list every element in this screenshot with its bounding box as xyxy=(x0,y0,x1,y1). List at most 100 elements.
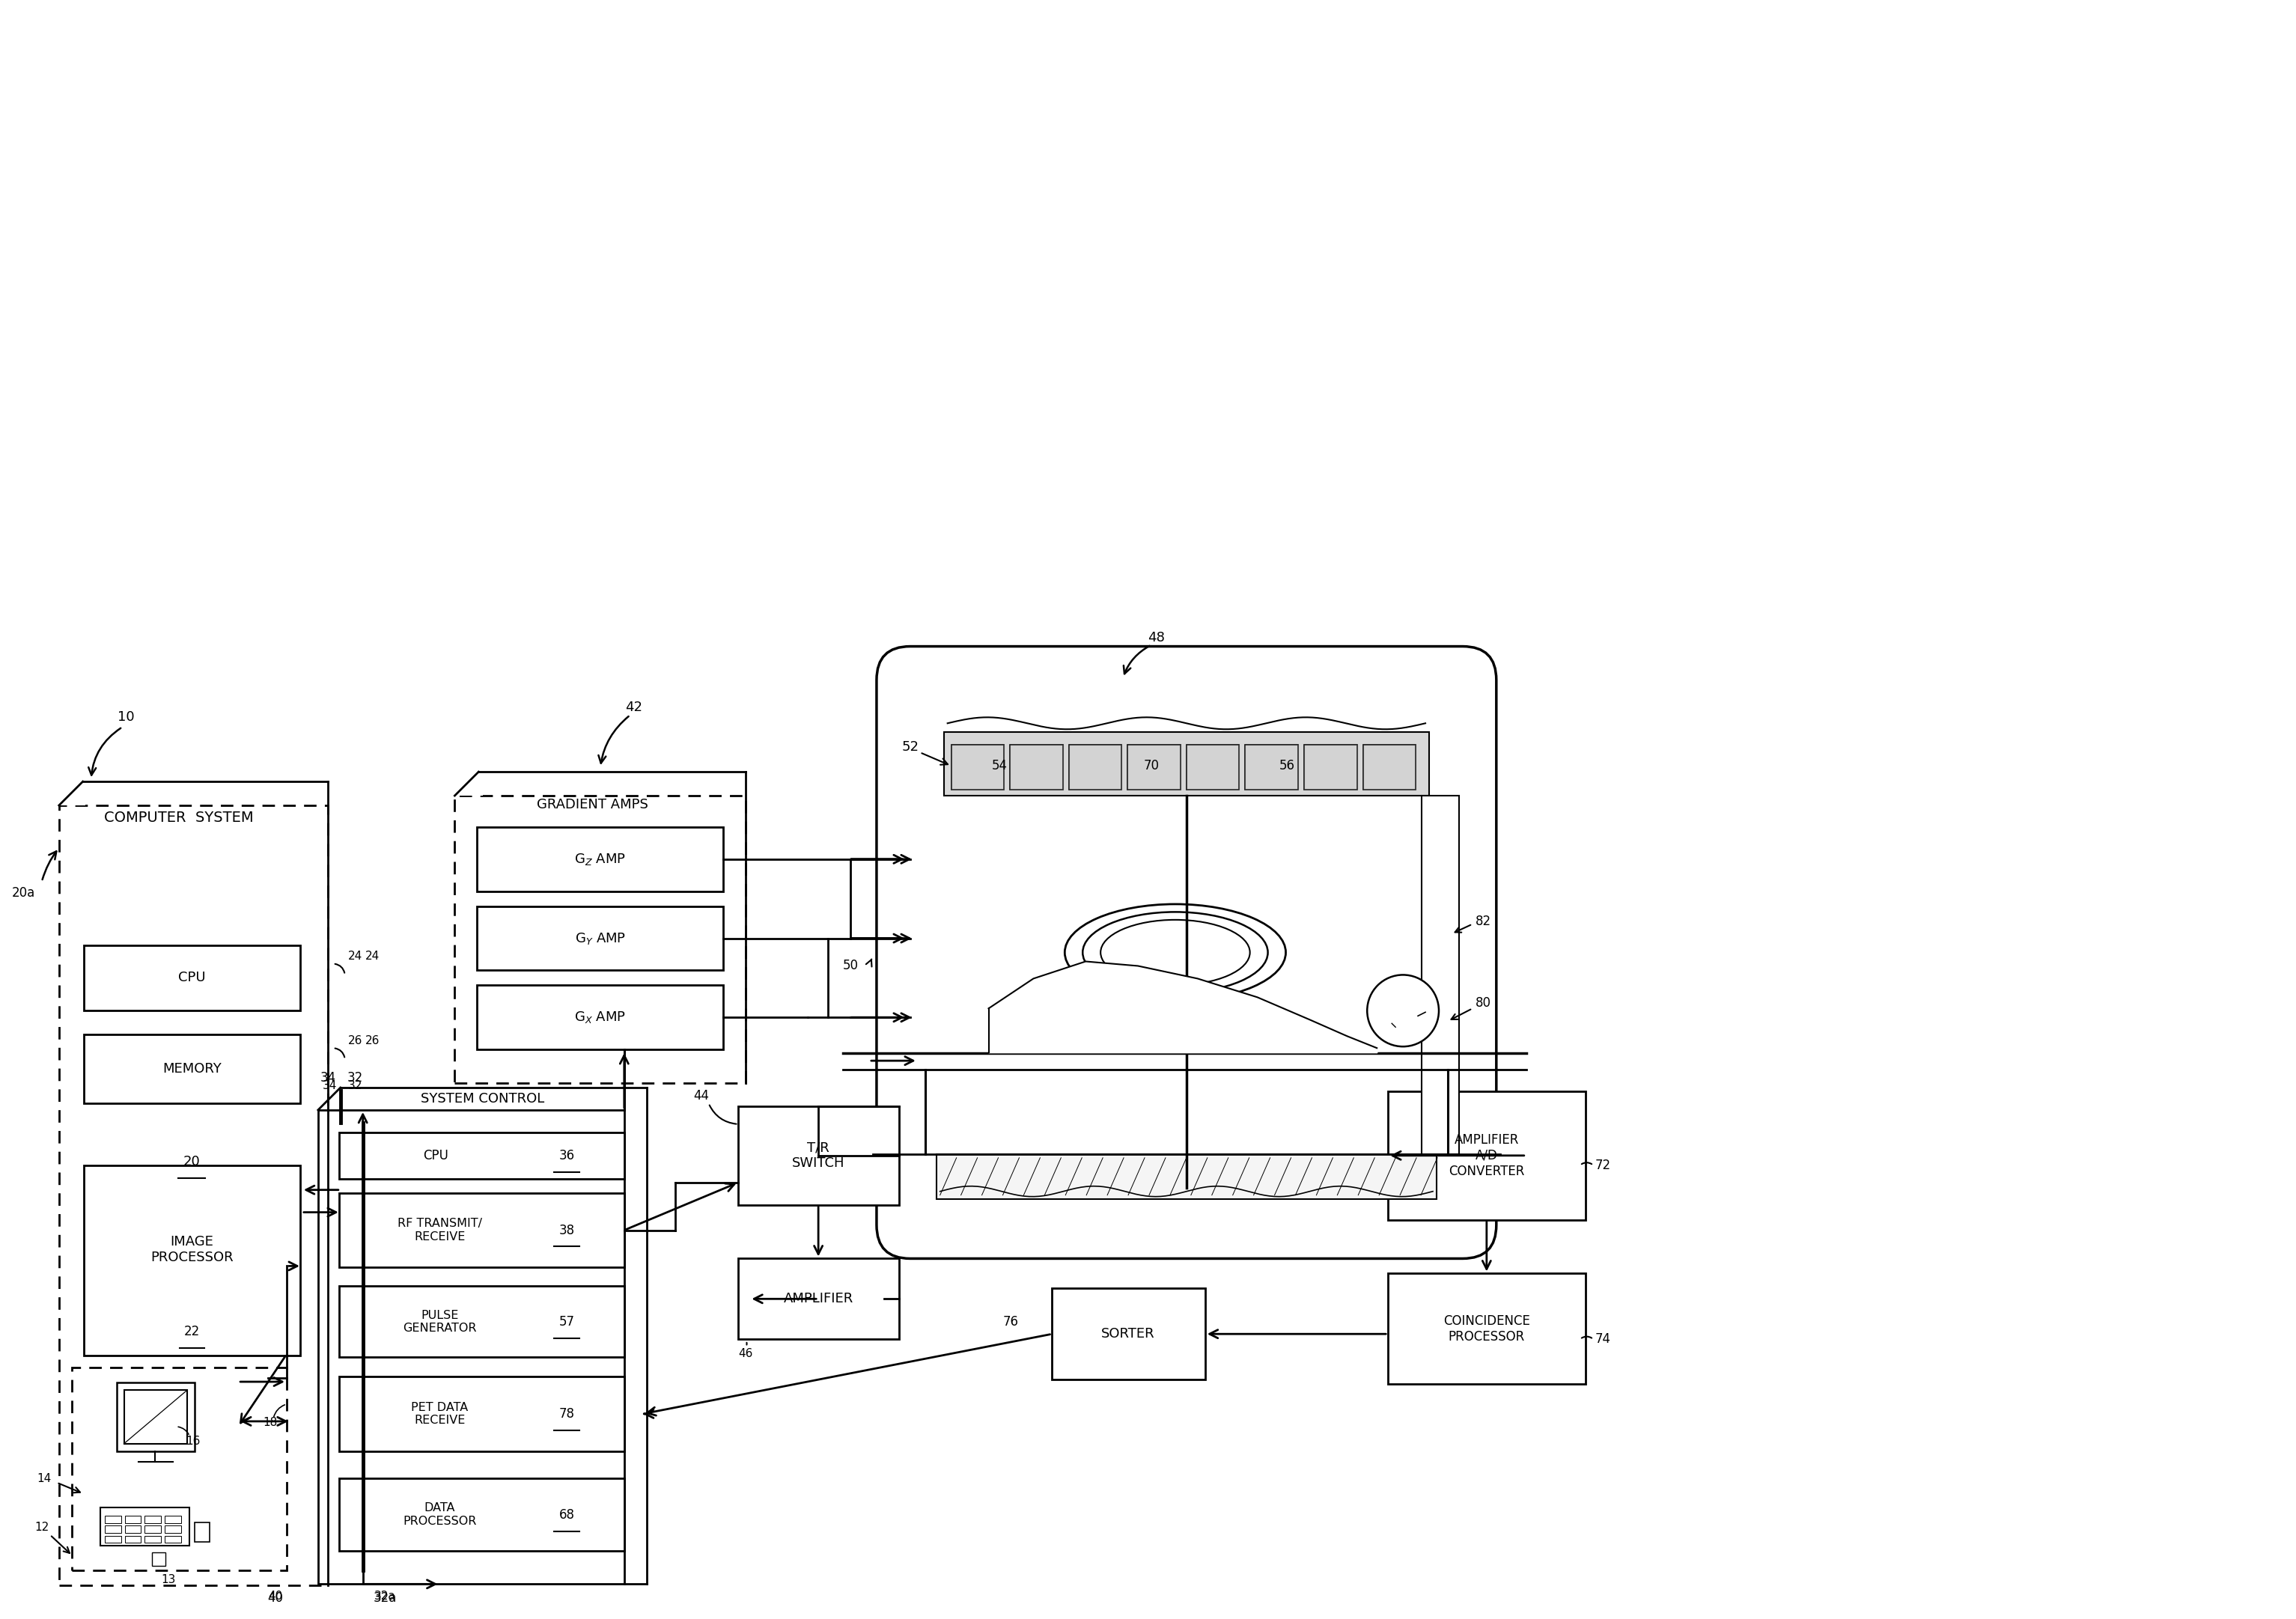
Bar xyxy=(1010,745,1063,790)
Text: SORTER: SORTER xyxy=(1102,1328,1155,1341)
Bar xyxy=(124,1525,140,1533)
Bar xyxy=(117,1383,195,1451)
Text: 50: 50 xyxy=(843,958,859,973)
Text: 80: 80 xyxy=(1476,997,1490,1010)
Bar xyxy=(83,1035,301,1103)
Bar xyxy=(937,1154,1437,1198)
Text: 36: 36 xyxy=(558,1149,574,1162)
Text: 32: 32 xyxy=(349,1080,363,1091)
Bar xyxy=(478,986,723,1049)
Polygon shape xyxy=(1127,745,1180,790)
Bar xyxy=(145,1535,161,1543)
Bar xyxy=(340,1132,625,1179)
Bar xyxy=(478,827,723,890)
Bar xyxy=(83,1166,301,1355)
Bar xyxy=(1127,745,1180,790)
Bar xyxy=(124,1535,140,1543)
Text: 24: 24 xyxy=(349,950,363,962)
Text: T/R
SWITCH: T/R SWITCH xyxy=(792,1141,845,1171)
Polygon shape xyxy=(1304,745,1357,790)
Text: 13: 13 xyxy=(161,1574,177,1585)
Text: 24: 24 xyxy=(365,950,379,962)
Bar xyxy=(340,1285,625,1357)
Bar xyxy=(944,732,1428,795)
Bar xyxy=(455,795,746,1083)
Text: G$_X$ AMP: G$_X$ AMP xyxy=(574,1010,627,1025)
Text: 74: 74 xyxy=(1596,1332,1609,1345)
Text: 70: 70 xyxy=(1143,759,1159,772)
Text: 46: 46 xyxy=(739,1347,753,1358)
Polygon shape xyxy=(1187,745,1240,790)
Bar xyxy=(60,764,85,805)
Text: COMPUTER  SYSTEM: COMPUTER SYSTEM xyxy=(103,811,253,826)
Bar xyxy=(165,1525,181,1533)
Text: 40: 40 xyxy=(269,1590,282,1601)
Bar xyxy=(145,1515,161,1523)
Bar xyxy=(71,1368,287,1570)
Text: 32a: 32a xyxy=(374,1591,397,1604)
Text: 54: 54 xyxy=(992,759,1008,772)
FancyBboxPatch shape xyxy=(877,646,1497,1258)
Text: 52: 52 xyxy=(902,740,918,754)
Bar xyxy=(739,1106,900,1205)
Text: 32a: 32a xyxy=(374,1590,395,1601)
Text: 82: 82 xyxy=(1476,915,1490,928)
Text: 20: 20 xyxy=(184,1154,200,1169)
Text: 72: 72 xyxy=(1596,1159,1612,1172)
Text: 14: 14 xyxy=(37,1473,51,1485)
Text: 57: 57 xyxy=(558,1315,574,1329)
Text: 26: 26 xyxy=(349,1035,363,1046)
Text: MEMORY: MEMORY xyxy=(163,1062,220,1075)
Text: 26: 26 xyxy=(365,1035,379,1046)
Text: G$_Z$ AMP: G$_Z$ AMP xyxy=(574,852,627,866)
Text: 18: 18 xyxy=(264,1417,278,1428)
Bar xyxy=(340,1376,625,1451)
Text: 68: 68 xyxy=(558,1507,574,1522)
Text: 56: 56 xyxy=(1279,759,1295,772)
Polygon shape xyxy=(951,745,1003,790)
Bar xyxy=(165,1535,181,1543)
Text: G$_Y$ AMP: G$_Y$ AMP xyxy=(574,931,627,945)
Polygon shape xyxy=(1070,745,1123,790)
Bar xyxy=(106,1515,122,1523)
Text: 16: 16 xyxy=(186,1436,200,1447)
Text: 10: 10 xyxy=(117,711,135,724)
Polygon shape xyxy=(1364,745,1417,790)
Bar xyxy=(340,1193,625,1268)
Text: CPU: CPU xyxy=(179,971,207,984)
Bar xyxy=(478,907,723,970)
Bar xyxy=(106,1535,122,1543)
Bar xyxy=(1389,1274,1587,1384)
Bar xyxy=(106,1525,122,1533)
Bar xyxy=(1187,745,1240,790)
Bar xyxy=(60,805,328,1585)
Text: DATA
PROCESSOR: DATA PROCESSOR xyxy=(402,1502,478,1527)
Bar xyxy=(1421,795,1458,1154)
Bar xyxy=(1244,745,1297,790)
Bar xyxy=(1052,1289,1205,1379)
Polygon shape xyxy=(1010,745,1063,790)
Text: RF TRANSMIT/
RECEIVE: RF TRANSMIT/ RECEIVE xyxy=(397,1217,482,1242)
Bar xyxy=(101,1507,191,1546)
Bar xyxy=(165,1515,181,1523)
Text: 48: 48 xyxy=(1148,631,1164,644)
Polygon shape xyxy=(1244,745,1297,790)
Bar xyxy=(124,1515,140,1523)
Text: 12: 12 xyxy=(34,1522,48,1533)
Text: AMPLIFIER
A/D
CONVERTER: AMPLIFIER A/D CONVERTER xyxy=(1449,1133,1525,1179)
Bar xyxy=(1389,1091,1587,1219)
Text: COINCIDENCE
PROCESSOR: COINCIDENCE PROCESSOR xyxy=(1444,1315,1529,1344)
Text: GRADIENT AMPS: GRADIENT AMPS xyxy=(537,798,647,811)
Text: 40: 40 xyxy=(269,1591,282,1604)
Text: AMPLIFIER: AMPLIFIER xyxy=(783,1292,854,1305)
Text: 42: 42 xyxy=(625,701,643,714)
Bar xyxy=(124,1391,188,1444)
Bar xyxy=(455,754,482,795)
Text: 78: 78 xyxy=(558,1407,574,1420)
Bar xyxy=(83,945,301,1010)
Text: 32: 32 xyxy=(347,1072,363,1085)
Text: 34: 34 xyxy=(324,1080,338,1091)
Text: 34: 34 xyxy=(319,1072,335,1085)
Bar xyxy=(951,745,1003,790)
Text: 76: 76 xyxy=(1003,1315,1019,1329)
